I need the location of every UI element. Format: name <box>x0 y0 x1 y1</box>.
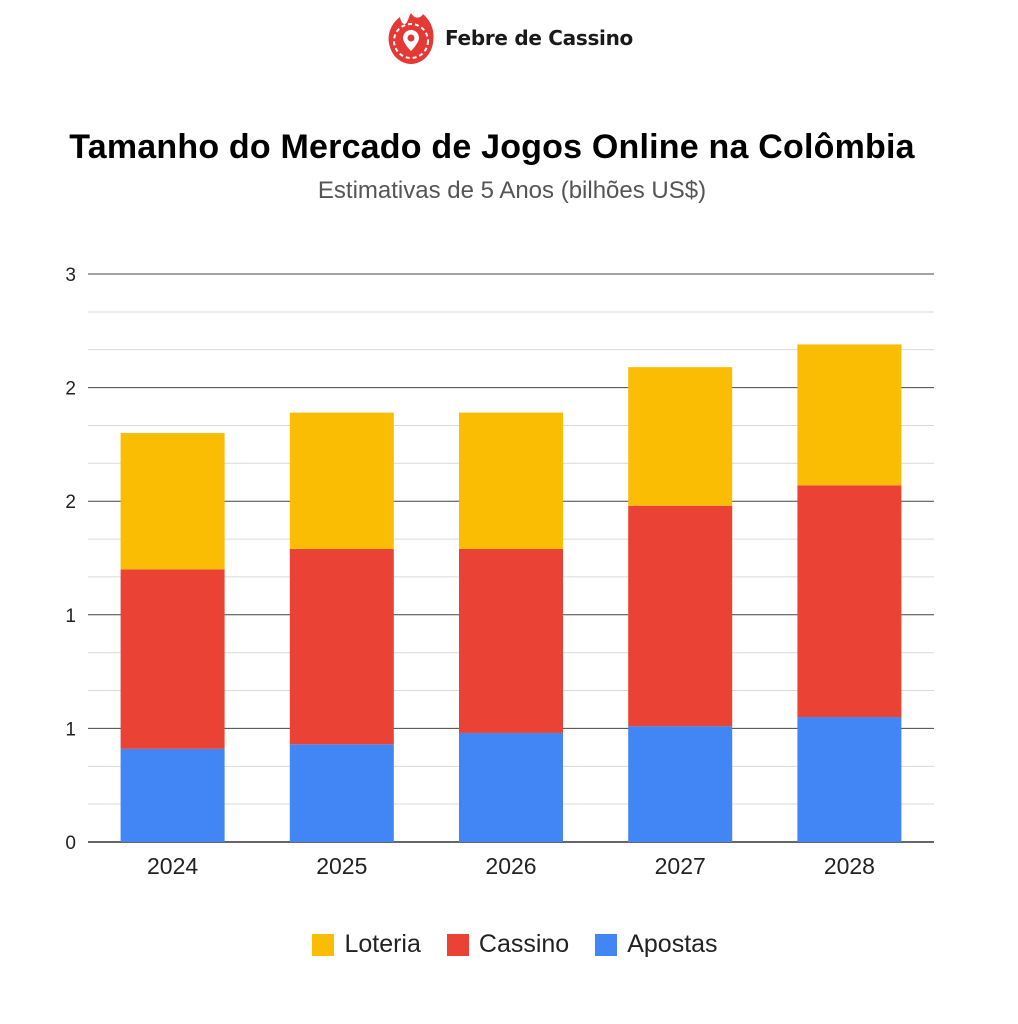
y-tick-label: 2 <box>65 492 76 513</box>
flame-location-pin-icon <box>388 13 434 64</box>
bar-apostas-2024 <box>120 748 225 842</box>
y-tick-label: 0 <box>65 833 76 854</box>
legend-item-apostas: Apostas <box>595 930 718 959</box>
chart-title: Tamanho do Mercado de Jogos Online na Co… <box>69 128 915 166</box>
legend-label-loteria: Loteria <box>344 930 421 958</box>
legend-swatch-apostas <box>595 933 618 956</box>
bar-cassino-2027 <box>628 505 733 727</box>
bar-cassino-2025 <box>289 548 394 745</box>
bar-loteria-2027 <box>628 367 733 506</box>
bar-apostas-2028 <box>797 717 902 842</box>
legend-item-cassino: Cassino <box>446 930 570 959</box>
x-tick-label: 2028 <box>824 853 875 879</box>
legend-label-apostas: Apostas <box>627 930 718 958</box>
bar-loteria-2026 <box>459 412 563 549</box>
legend-item-loteria: Loteria <box>312 930 421 959</box>
brand-name: Febre de Cassino <box>445 26 633 50</box>
y-tick-label: 3 <box>65 265 76 286</box>
x-tick-label: 2027 <box>655 853 706 879</box>
bar-cassino-2026 <box>459 548 563 733</box>
y-tick-label: 2 <box>65 379 76 400</box>
bar-apostas-2025 <box>289 744 394 842</box>
bar-loteria-2025 <box>289 412 394 549</box>
legend: Loteria Cassino Apostas <box>0 930 1018 959</box>
bar-apostas-2027 <box>628 726 733 842</box>
x-tick-label: 2024 <box>147 853 198 879</box>
y-tick-label: 1 <box>65 606 76 627</box>
bar-apostas-2026 <box>459 732 563 842</box>
x-tick-label: 2025 <box>316 853 367 879</box>
legend-label-cassino: Cassino <box>478 930 570 958</box>
bar-cassino-2024 <box>120 569 225 749</box>
chart-subtitle: Estimativas de 5 Anos (bilhões US$) <box>317 177 707 204</box>
y-tick-label: 1 <box>65 719 76 740</box>
legend-swatch-loteria <box>312 933 335 956</box>
bar-loteria-2024 <box>120 433 225 570</box>
legend-swatch-cassino <box>446 933 469 956</box>
bar-cassino-2028 <box>797 485 902 718</box>
x-tick-label: 2026 <box>485 853 536 879</box>
bar-loteria-2028 <box>797 344 902 486</box>
brand-header: Febre de Cassino <box>0 8 1018 68</box>
